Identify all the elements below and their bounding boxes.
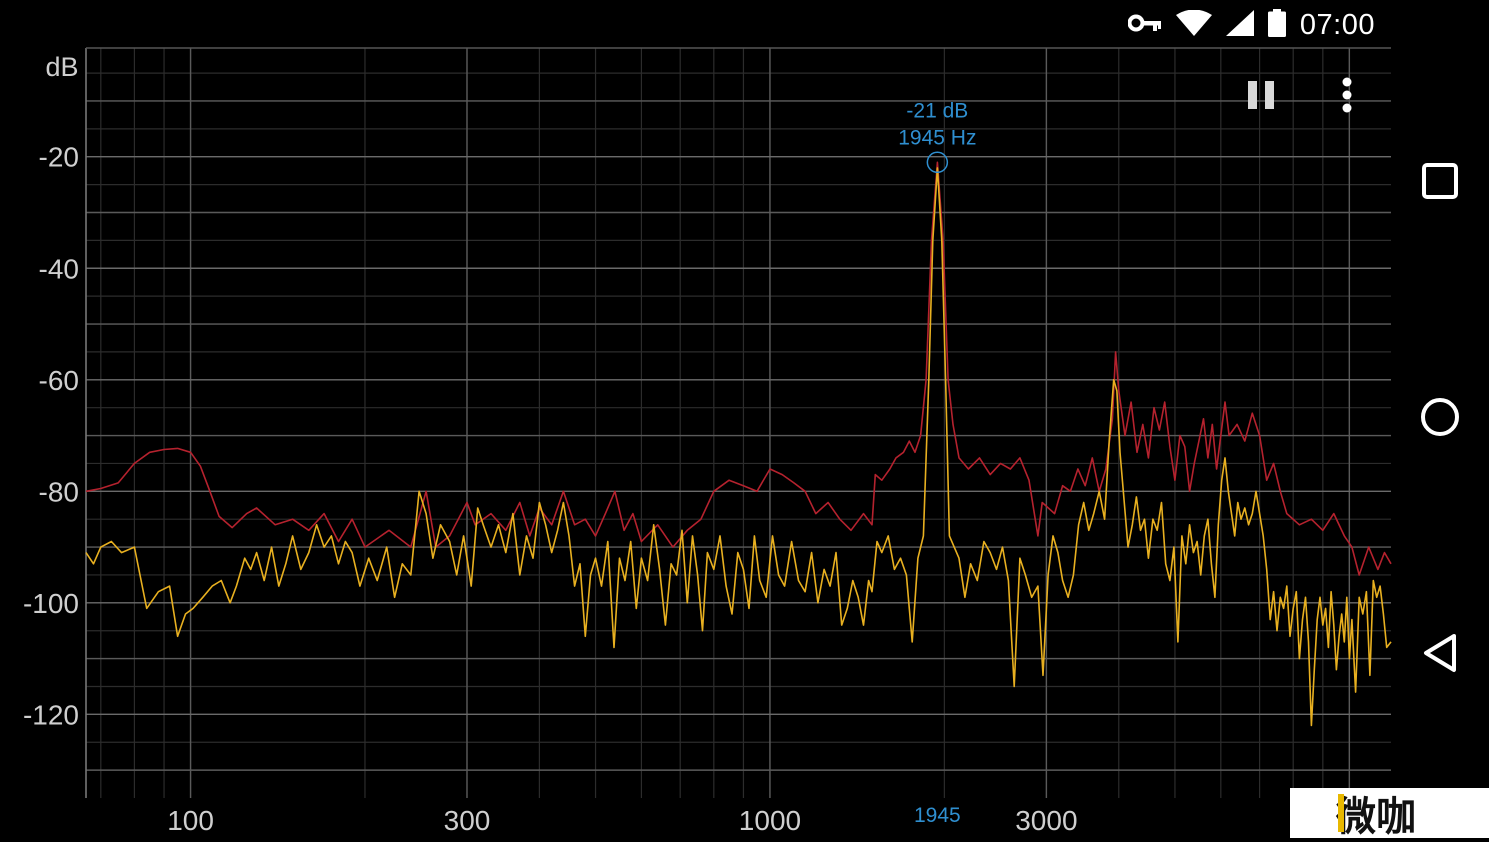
home-button[interactable]	[1414, 393, 1466, 445]
more-vert-icon	[1341, 77, 1353, 118]
pause-button[interactable]	[1238, 74, 1284, 120]
peak-hold-series-line	[85, 161, 1392, 576]
y-tick-label: -20	[39, 142, 79, 173]
x-axis-ticks: 1003001000300010000	[167, 805, 1388, 836]
home-circle-icon	[1420, 397, 1460, 442]
wifi-icon	[1175, 9, 1212, 41]
grid-major-lines	[85, 47, 1391, 798]
more-options-button[interactable]	[1324, 74, 1370, 120]
cellular-signal-icon	[1225, 9, 1254, 41]
battery-icon	[1267, 8, 1286, 42]
live-spectrum-series-line	[85, 167, 1392, 727]
watermark-accent	[1338, 794, 1344, 832]
back-triangle-icon	[1422, 633, 1458, 678]
watermark-logo: 微咖	[1290, 788, 1489, 840]
watermark-text: 微咖	[1336, 794, 1416, 840]
navigation-bar	[1392, 0, 1489, 838]
peak-hz-label: 1945 Hz	[898, 126, 976, 149]
vpn-key-icon	[1127, 12, 1162, 39]
recents-button[interactable]	[1414, 157, 1466, 209]
x-tick-label: 3000	[1015, 805, 1077, 836]
peak-marker: -21 dB 1945 Hz 1945	[898, 99, 976, 827]
recents-square-icon	[1422, 162, 1458, 204]
peak-x-label: 1945	[914, 804, 961, 827]
x-tick-label: 100	[167, 805, 214, 836]
y-tick-label: -60	[39, 365, 79, 396]
pause-icon	[1247, 79, 1275, 116]
peak-db-label: -21 dB	[906, 99, 968, 122]
grid-minor-lines	[86, 48, 1391, 798]
status-bar: 07:00	[1127, 6, 1375, 44]
y-axis-label: dB	[45, 52, 78, 82]
y-tick-label: -120	[23, 699, 79, 730]
y-tick-label: -100	[23, 588, 79, 619]
peak-circle	[926, 151, 949, 174]
spectrum-series	[85, 161, 1392, 727]
back-button[interactable]	[1414, 629, 1466, 681]
clock: 07:00	[1299, 8, 1375, 41]
y-tick-label: -40	[39, 253, 79, 284]
x-tick-label: 1000	[739, 805, 801, 836]
x-tick-label: 300	[444, 805, 491, 836]
y-tick-label: -80	[39, 476, 79, 507]
y-axis-ticks: -20 -40 -60 -80 -100 -120	[23, 142, 79, 731]
